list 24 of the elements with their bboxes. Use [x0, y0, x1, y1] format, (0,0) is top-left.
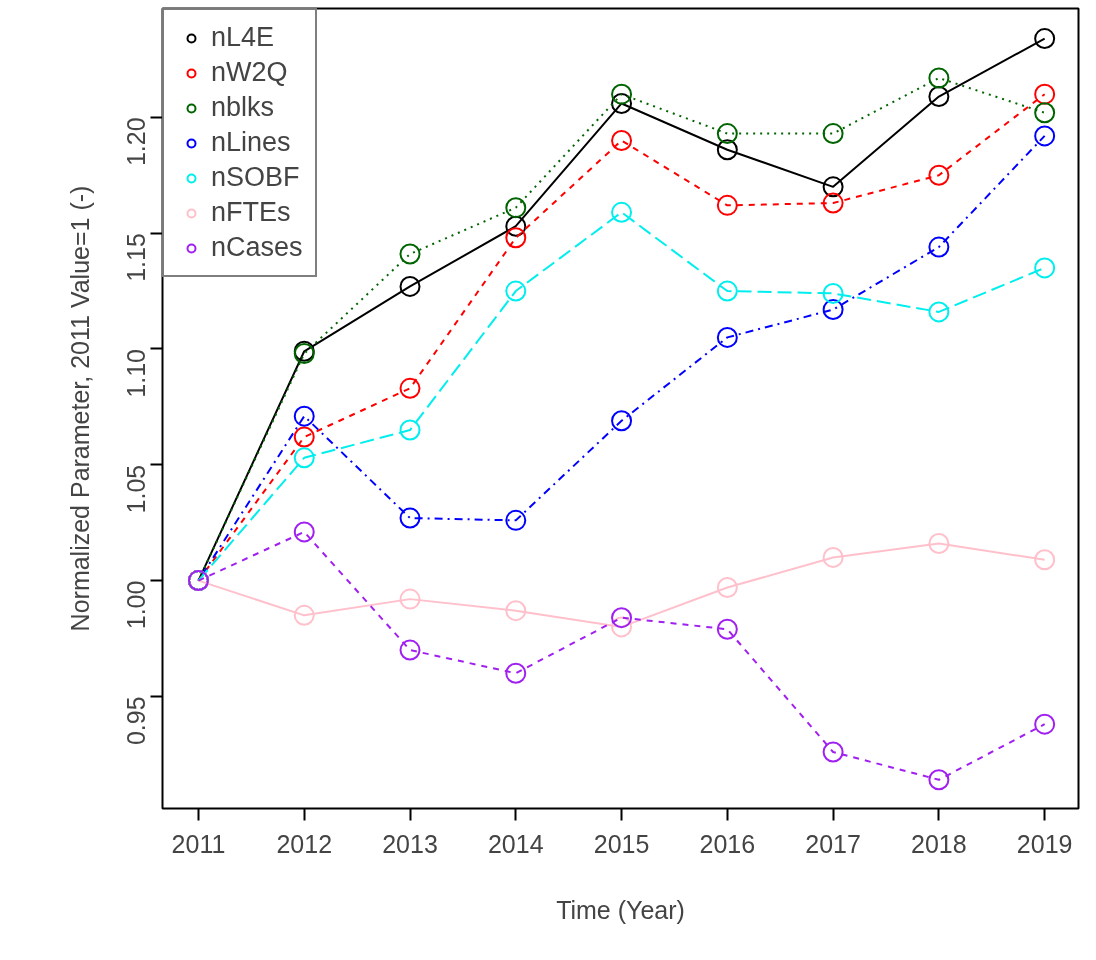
- x-tick-label: 2014: [487, 829, 544, 858]
- y-axis-title: Normalized Parameter, 2011 Value=1 (-): [65, 185, 94, 632]
- y-tick-label: 1.20: [122, 117, 151, 167]
- x-tick-label: 2011: [171, 829, 226, 858]
- x-tick-label: 2012: [276, 829, 333, 858]
- legend-label: nCases: [211, 232, 303, 263]
- x-tick-label: 2019: [1016, 829, 1073, 858]
- y-tick-label: 1.05: [122, 464, 151, 514]
- x-tick-label: 2018: [911, 829, 967, 858]
- x-axis-title: Time (Year): [556, 895, 685, 924]
- legend-label: nblks: [211, 92, 275, 123]
- x-tick-label: 2013: [382, 829, 438, 858]
- y-tick-label: 1.00: [122, 580, 151, 630]
- y-tick-label: 1.15: [122, 233, 151, 282]
- legend-label: nSOBF: [211, 162, 300, 193]
- x-tick-label: 2015: [593, 829, 650, 858]
- legend-label: nFTEs: [211, 197, 291, 228]
- x-tick-label: 2017: [805, 829, 861, 858]
- legend-label: nW2Q: [211, 57, 288, 88]
- y-tick-label: 1.10: [122, 348, 151, 398]
- legend-label: nL4E: [211, 22, 275, 53]
- legend-label: nLines: [211, 127, 291, 158]
- x-tick-label: 2016: [699, 829, 756, 858]
- y-tick-label: 0.95: [122, 696, 151, 746]
